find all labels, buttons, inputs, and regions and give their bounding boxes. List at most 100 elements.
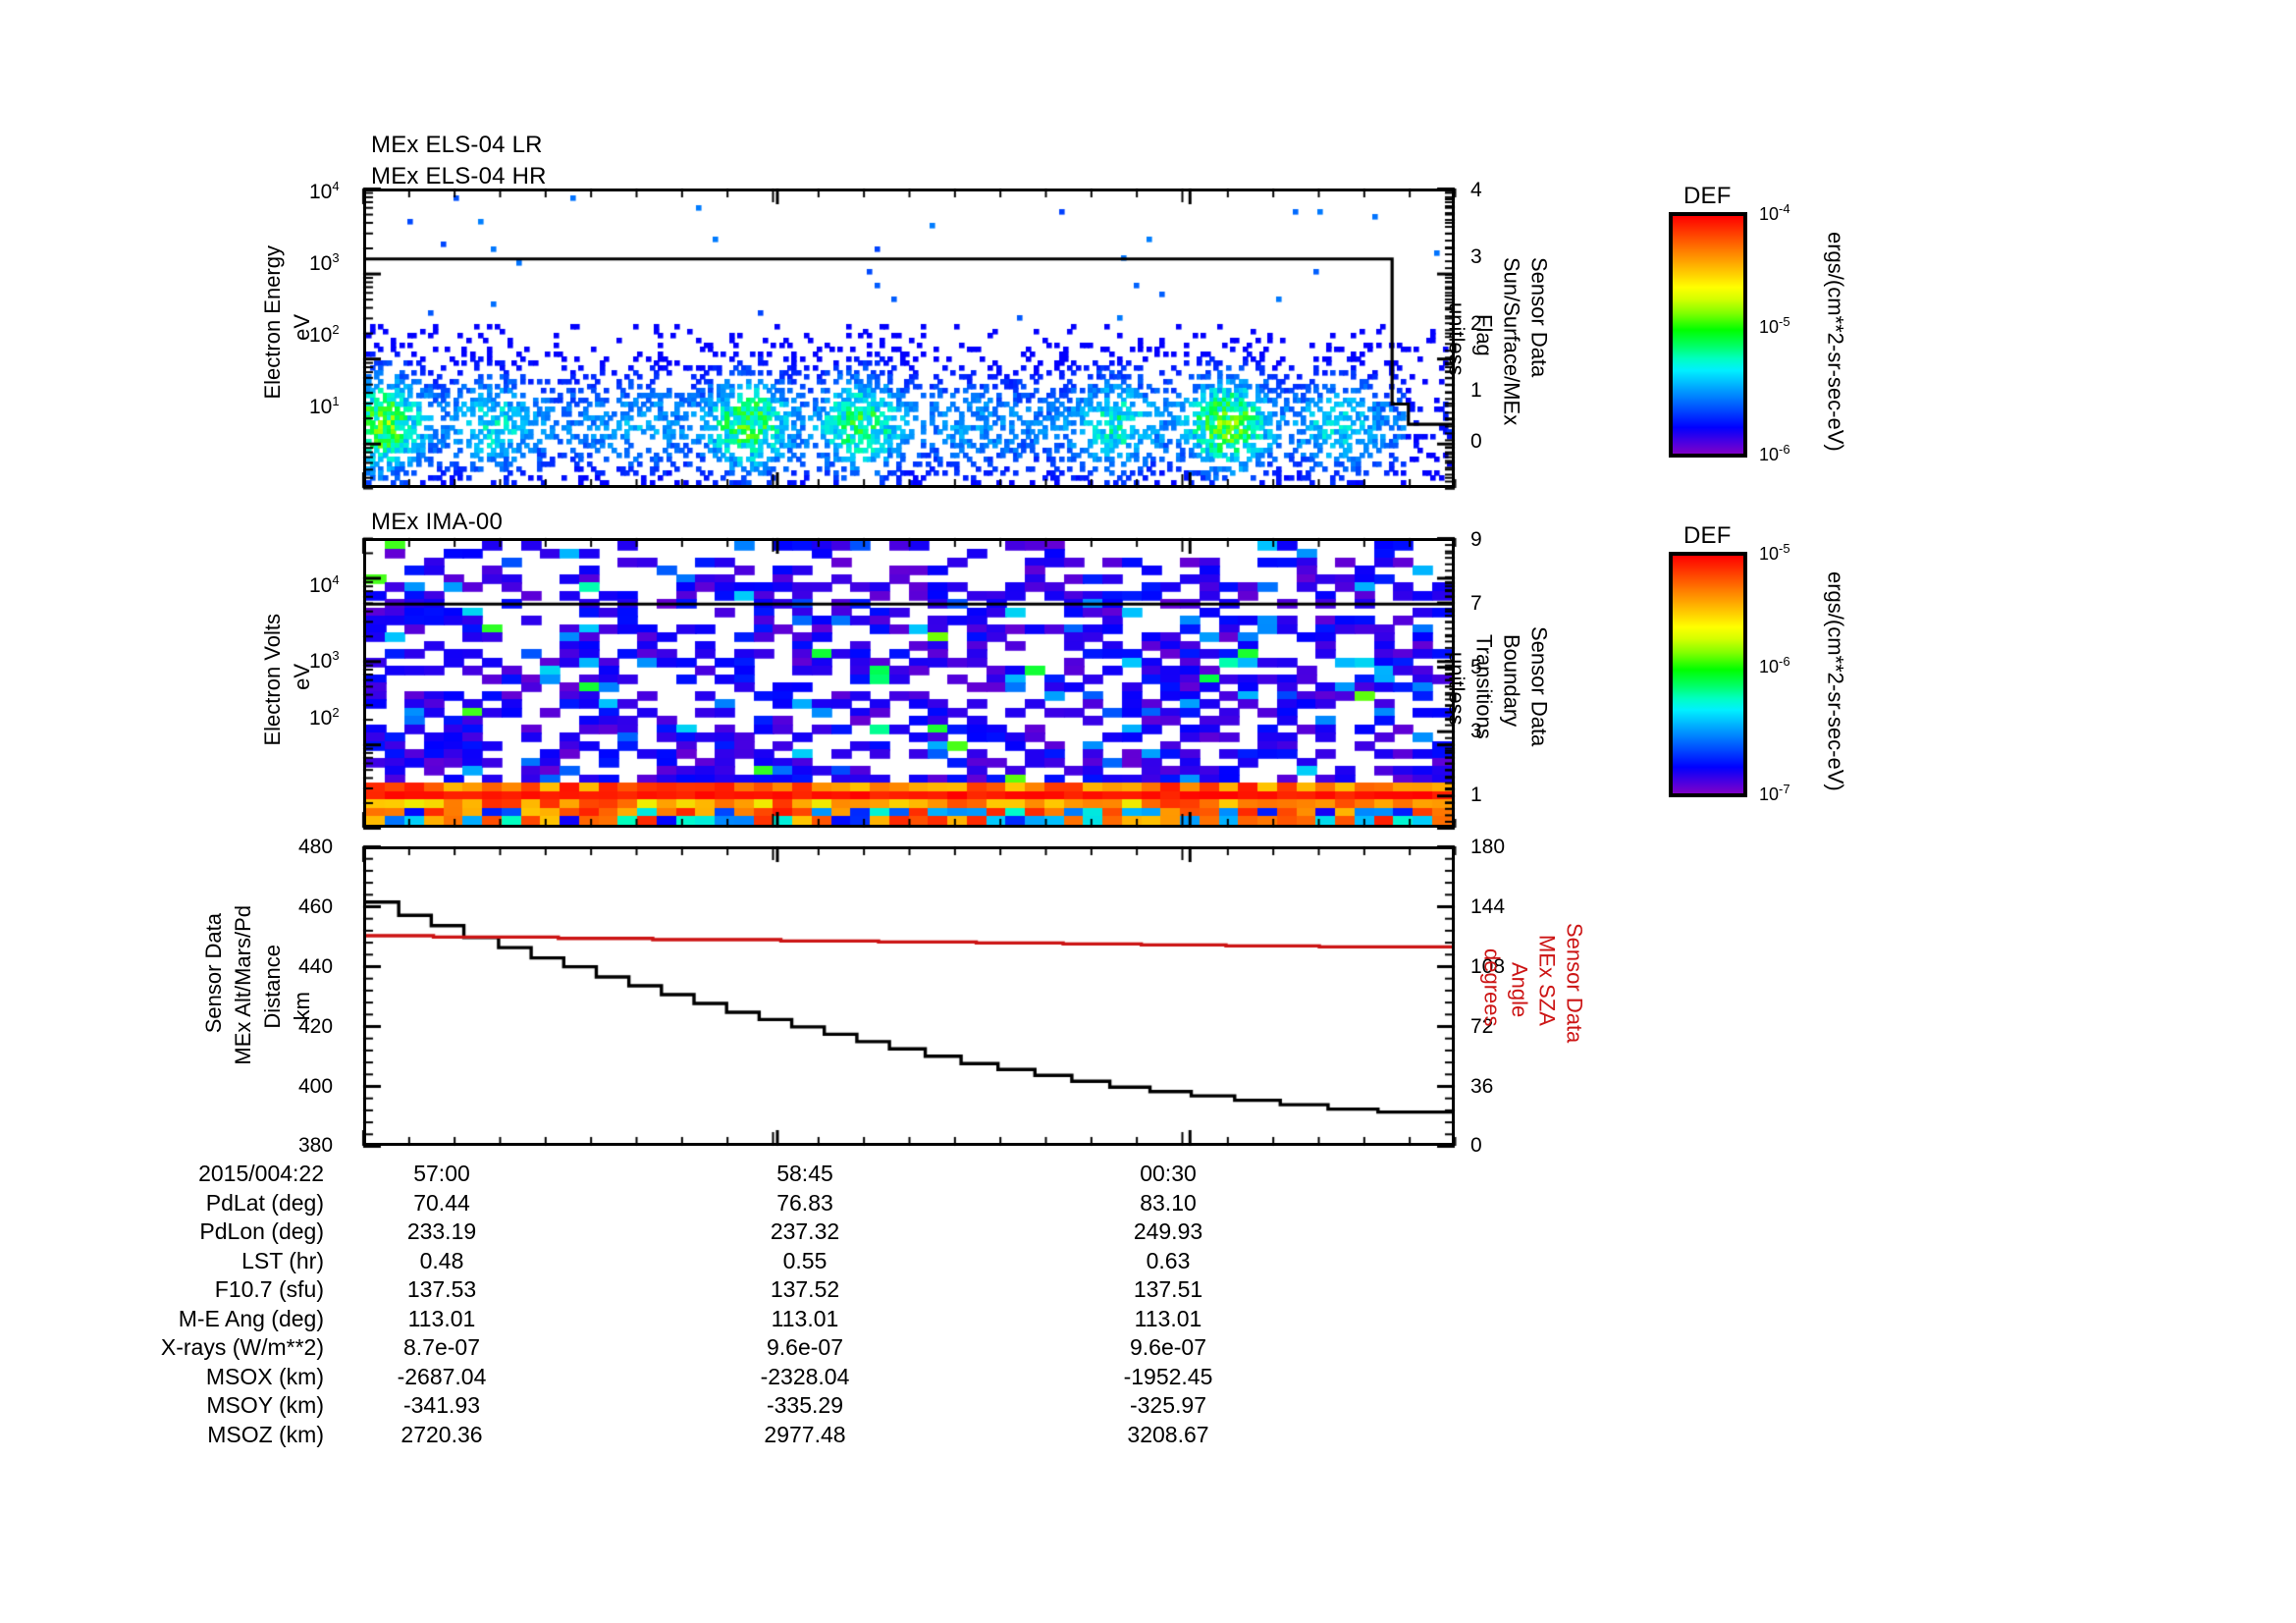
els-rtick-0: 0: [1470, 430, 1482, 453]
colorbar-els-max: 10-4: [1759, 201, 1790, 224]
table-row-label: MSOY (km): [206, 1392, 324, 1418]
colorbar-els-unit: ergs/(cm**2-sr-sec-eV): [1823, 232, 1848, 452]
alt-ytick-480: 480: [298, 836, 334, 858]
table-row-value: 113.01: [771, 1305, 839, 1331]
table-row-value: 2977.48: [764, 1421, 846, 1447]
sza-right-axis-l0: Sensor Data: [1562, 923, 1587, 1044]
colorbar-ima-mid: 10-6: [1759, 654, 1790, 676]
els-ytick-1e1: 101: [309, 394, 340, 418]
els-left-axis-unit: eV: [290, 314, 314, 341]
table-row-label: LST (hr): [241, 1247, 324, 1273]
panel-ima-spectrogram: [366, 541, 1452, 825]
ima-right-axis-l3: unitless: [1444, 652, 1469, 726]
ima-right-axis-l2: Transitions: [1471, 634, 1497, 739]
table-row-value: -2328.04: [760, 1363, 850, 1389]
table-row-value: 3208.67: [1127, 1421, 1209, 1447]
colorbar-els-mid: 10-5: [1759, 314, 1790, 337]
ima-ytick-1e2: 102: [309, 705, 340, 730]
colorbar-ima-max: 10-5: [1759, 541, 1790, 564]
alt-ytick-380: 380: [298, 1134, 334, 1157]
table-row-label: MSOX (km): [205, 1363, 324, 1389]
table-row-value: 70.44: [413, 1189, 470, 1216]
sza-right-axis-l3: degrees: [1479, 948, 1505, 1027]
table-row-label: PdLon (deg): [199, 1218, 324, 1244]
table-row-value: -341.93: [402, 1392, 480, 1418]
alt-left-axis-l2: Distance: [260, 945, 285, 1029]
table-row-value: 76.83: [776, 1189, 833, 1216]
table-row-value: 57:00: [413, 1161, 470, 1186]
table-row-value: 249.93: [1133, 1218, 1203, 1244]
sza-ytick-36: 36: [1470, 1075, 1494, 1098]
table-row-value: 00:30: [1140, 1161, 1197, 1186]
ima-right-axis-l1: Boundary: [1499, 634, 1524, 728]
alt-left-axis-l3: km: [290, 992, 314, 1021]
ima-rtick-1: 1: [1470, 784, 1482, 806]
table-row-value: 0.48: [419, 1247, 464, 1273]
table-row-value: 113.01: [407, 1305, 476, 1331]
els-rtick-4: 4: [1470, 179, 1482, 201]
els-right-axis-l1: Sun/Surface/MEx: [1499, 257, 1524, 426]
ima-left-axis-label: Electron Volts: [260, 614, 285, 746]
els-right-axis-l0: Sensor Data: [1526, 257, 1552, 378]
ima-rtick-9: 9: [1470, 528, 1482, 551]
els-left-axis-label: Electron Energy: [260, 245, 285, 400]
table-row-value: 233.19: [406, 1218, 477, 1244]
table-row-value: -325.97: [1129, 1392, 1206, 1418]
sza-ytick-144: 144: [1470, 895, 1506, 918]
colorbar-els: [1669, 212, 1747, 458]
alt-ytick-400: 400: [298, 1075, 334, 1098]
colorbar-els-title: DEF: [1683, 183, 1732, 209]
alt-left-axis-l0: Sensor Data: [201, 913, 226, 1034]
table-row-label: PdLat (deg): [205, 1189, 324, 1216]
table-row-value: 83.10: [1140, 1189, 1197, 1216]
alt-left-axis-l1: MEx Alt/Mars/Pd: [231, 905, 255, 1065]
panel-els-spectrogram: [366, 191, 1452, 485]
panel-els-title-hr: MEx ELS-04 HR: [371, 163, 547, 189]
table-row-label: F10.7 (sfu): [214, 1276, 324, 1302]
els-rtick-1: 1: [1470, 379, 1482, 402]
sza-right-axis-l1: MEx SZA: [1534, 935, 1560, 1026]
colorbar-els-min: 10-6: [1759, 442, 1790, 464]
table-row-label: MSOZ (km): [207, 1421, 324, 1447]
table-row-value: 58:45: [776, 1161, 833, 1186]
table-row-label: M-E Ang (deg): [178, 1305, 324, 1331]
table-row-value: -1952.45: [1123, 1363, 1213, 1389]
colorbar-ima: [1669, 552, 1747, 797]
table-row-value: 9.6e-07: [766, 1334, 843, 1360]
table-row-value: 9.6e-07: [1129, 1334, 1206, 1360]
table-row-value: 237.32: [770, 1218, 840, 1244]
table-row-value: 113.01: [1134, 1305, 1202, 1331]
table-row-value: -2687.04: [397, 1363, 487, 1389]
colorbar-ima-title: DEF: [1683, 522, 1732, 549]
panel-els-title-lr: MEx ELS-04 LR: [371, 132, 543, 158]
alt-ytick-440: 440: [298, 955, 334, 978]
ima-right-axis-l0: Sensor Data: [1526, 626, 1552, 747]
table-row-value: 2720.36: [400, 1421, 483, 1447]
sza-ytick-0: 0: [1470, 1134, 1482, 1157]
table-row-value: 137.52: [770, 1276, 840, 1302]
sza-right-axis-l2: Angle: [1507, 962, 1532, 1018]
colorbar-ima-unit: ergs/(cm**2-sr-sec-eV): [1823, 571, 1848, 791]
table-row-value: 137.51: [1133, 1276, 1203, 1302]
ima-ytick-1e4: 104: [309, 572, 340, 597]
els-rtick-3: 3: [1470, 245, 1482, 268]
colorbar-ima-min: 10-7: [1759, 782, 1790, 804]
table-row-label: 2015/004:22: [198, 1161, 324, 1186]
els-right-axis-l3: unitless: [1444, 302, 1469, 376]
ima-rtick-7: 7: [1470, 592, 1482, 615]
table-row-value: 0.55: [782, 1247, 828, 1273]
panel-alt-plot: [366, 849, 1452, 1143]
els-ytick-1e3: 103: [309, 250, 340, 275]
panel-ima-title: MEx IMA-00: [371, 509, 504, 535]
els-ytick-1e4: 104: [309, 179, 340, 203]
ima-left-axis-unit: eV: [290, 664, 314, 690]
sza-ytick-180: 180: [1470, 836, 1506, 858]
table-row-value: 0.63: [1146, 1247, 1191, 1273]
table-row-label: X-rays (W/m**2): [160, 1334, 324, 1360]
table-row-value: -335.29: [766, 1392, 843, 1418]
els-right-axis-l2: Flag: [1471, 314, 1497, 356]
table-row-value: 8.7e-07: [402, 1334, 480, 1360]
table-row-value: 137.53: [406, 1276, 477, 1302]
alt-ytick-460: 460: [298, 895, 334, 918]
